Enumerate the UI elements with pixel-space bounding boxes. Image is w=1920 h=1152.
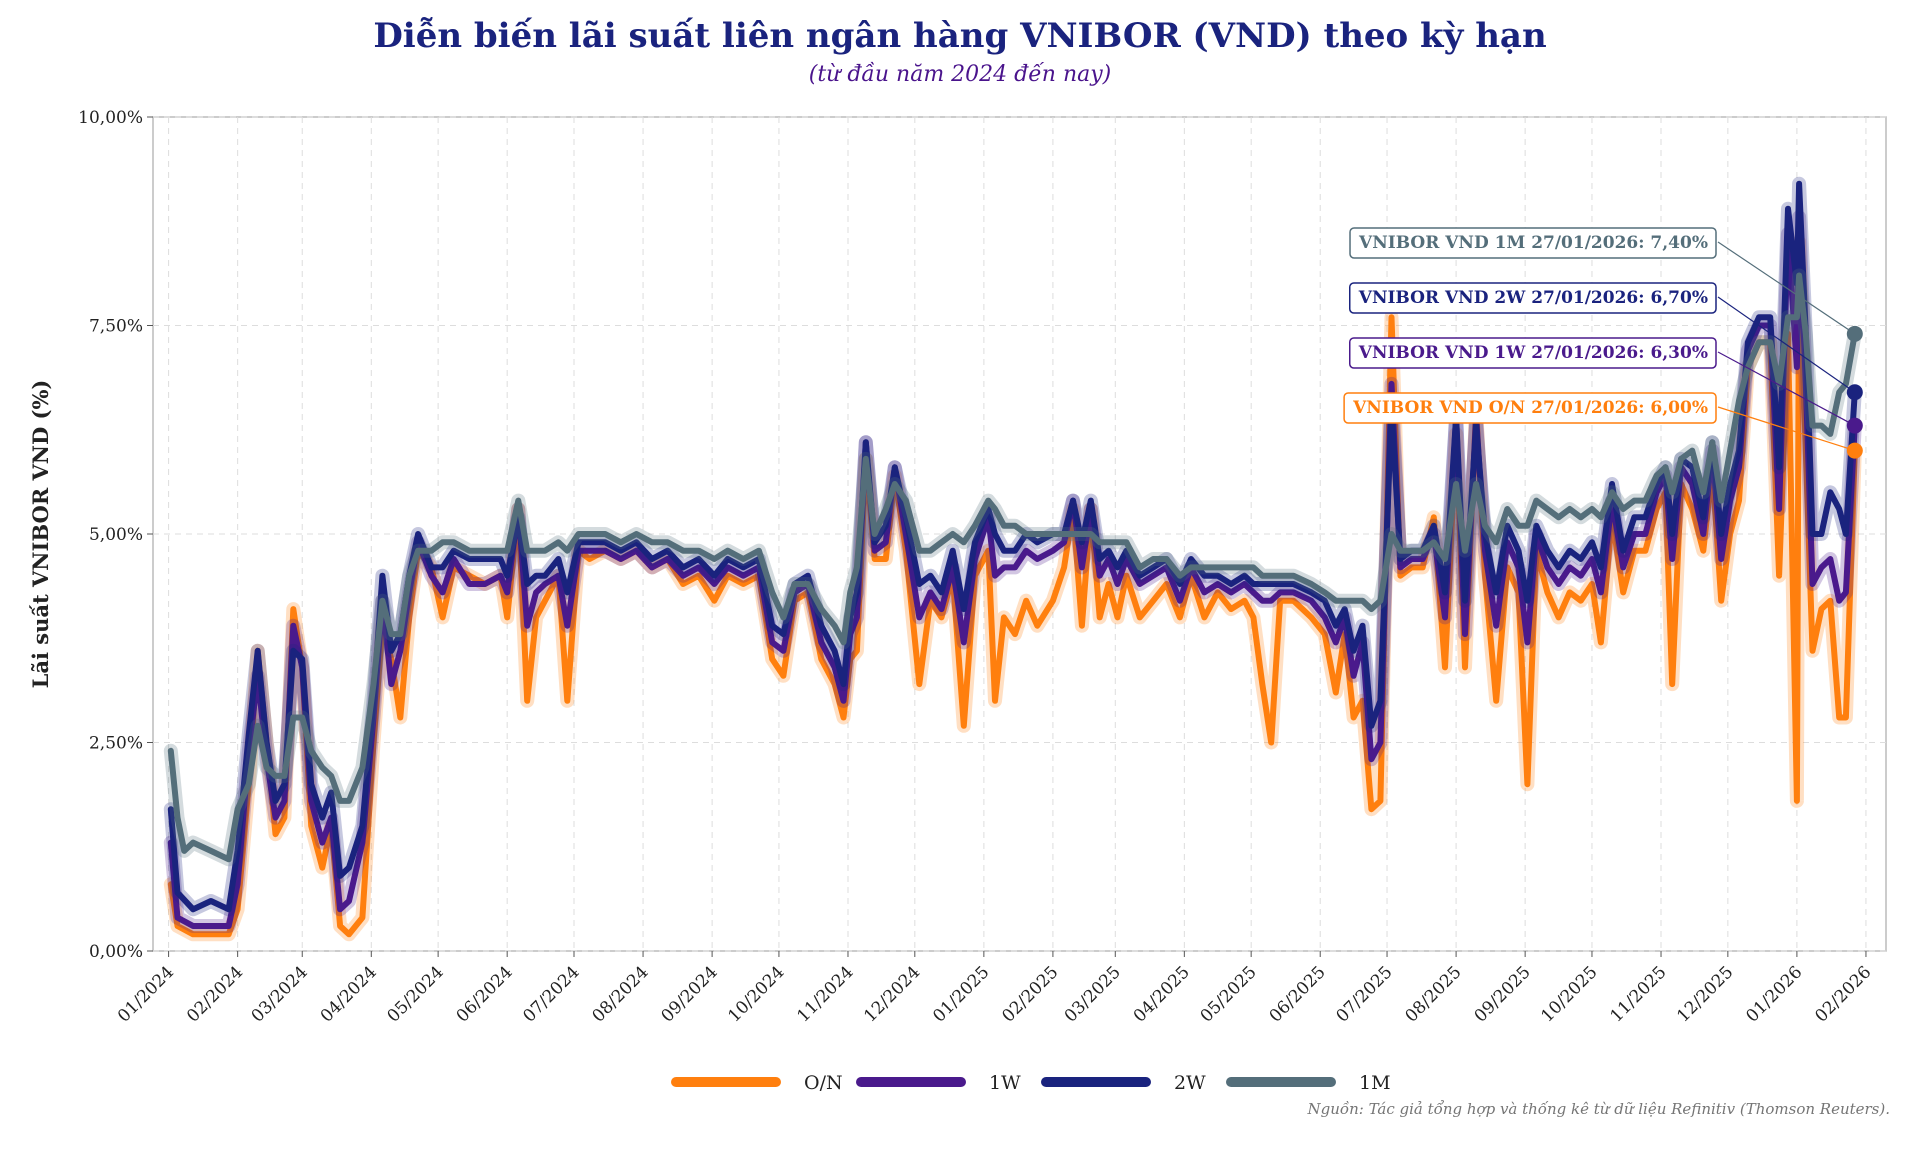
x-tick-label: 02/2024	[183, 962, 247, 1026]
y-tick-label: 5,00%	[89, 525, 143, 545]
y-tick-label: 10,00%	[78, 108, 143, 128]
annotation-label: VNIBOR VND 1M 27/01/2026: 7,40%	[1358, 233, 1708, 253]
end-marker-1W	[1846, 417, 1863, 434]
chart-title: Diễn biến lãi suất liên ngân hàng VNIBOR…	[373, 16, 1547, 56]
series-line-O/N	[167, 239, 1858, 938]
series-line-1M	[167, 272, 1858, 863]
end-marker-O/N	[1846, 442, 1863, 459]
source-note: Nguồn: Tác giả tổng hợp và thống kê từ d…	[1307, 1100, 1890, 1118]
x-tick-label: 12/2024	[860, 962, 924, 1026]
legend-label-2W: 2W	[1174, 1072, 1206, 1094]
annotation-leader	[1717, 241, 1856, 335]
x-tick-label: 03/2025	[1061, 962, 1125, 1026]
y-tick-label: 0,00%	[89, 942, 143, 962]
legend-label-1M: 1M	[1359, 1072, 1391, 1094]
annotation-leader	[1717, 406, 1855, 452]
x-tick-label: 04/2024	[317, 962, 381, 1026]
y-axis-label: Lãi suất VNIBOR VND (%)	[28, 380, 53, 689]
x-tick-label: 06/2024	[453, 962, 517, 1026]
annotation-leader	[1717, 351, 1856, 427]
end-marker-2W	[1846, 384, 1863, 401]
x-tick-label: 02/2026	[1811, 962, 1875, 1026]
annotation-box	[1343, 392, 1717, 424]
annotation-box	[1349, 282, 1717, 314]
x-tick-label: 07/2025	[1332, 962, 1396, 1026]
x-tick-label: 02/2025	[998, 962, 1062, 1026]
x-tick-label: 01/2026	[1742, 962, 1806, 1026]
annotation-label: VNIBOR VND 2W 27/01/2026: 6,70%	[1358, 288, 1708, 308]
x-tick-label: 01/2024	[114, 962, 178, 1026]
x-tick-label: 08/2025	[1402, 962, 1466, 1026]
x-tick-label: 08/2024	[589, 962, 653, 1026]
x-tick-label: 09/2025	[1471, 962, 1535, 1026]
legend-label-1W: 1W	[989, 1072, 1021, 1094]
x-tick-label: 01/2025	[929, 962, 993, 1026]
x-tick-label: 05/2025	[1197, 962, 1261, 1026]
x-tick-label: 12/2025	[1673, 962, 1737, 1026]
x-tick-label: 10/2025	[1537, 962, 1601, 1026]
x-tick-label: 10/2024	[724, 962, 788, 1026]
annotation-label: VNIBOR VND O/N 27/01/2026: 6,00%	[1352, 398, 1708, 418]
y-tick-label: 7,50%	[89, 317, 143, 337]
x-tick-label: 11/2025	[1606, 962, 1670, 1026]
x-tick-label: 07/2024	[519, 962, 583, 1026]
annotation-label: VNIBOR VND 1W 27/01/2026: 6,30%	[1358, 343, 1708, 363]
legend-label-O/N: O/N	[804, 1072, 843, 1094]
x-tick-label: 05/2024	[384, 962, 448, 1026]
annotation-box	[1349, 227, 1717, 259]
end-marker-1M	[1846, 325, 1863, 342]
x-tick-label: 09/2024	[658, 962, 722, 1026]
x-tick-label: 11/2024	[793, 962, 857, 1026]
series-line-1W	[167, 214, 1858, 929]
chart-subtitle: (từ đầu năm 2024 đến nay)	[808, 62, 1112, 87]
x-tick-label: 06/2025	[1266, 962, 1330, 1026]
annotation-leader	[1717, 296, 1856, 393]
x-tick-label: 04/2025	[1130, 962, 1194, 1026]
x-tick-label: 03/2024	[248, 962, 312, 1026]
y-tick-label: 2,50%	[89, 734, 143, 754]
annotation-box	[1349, 337, 1717, 369]
